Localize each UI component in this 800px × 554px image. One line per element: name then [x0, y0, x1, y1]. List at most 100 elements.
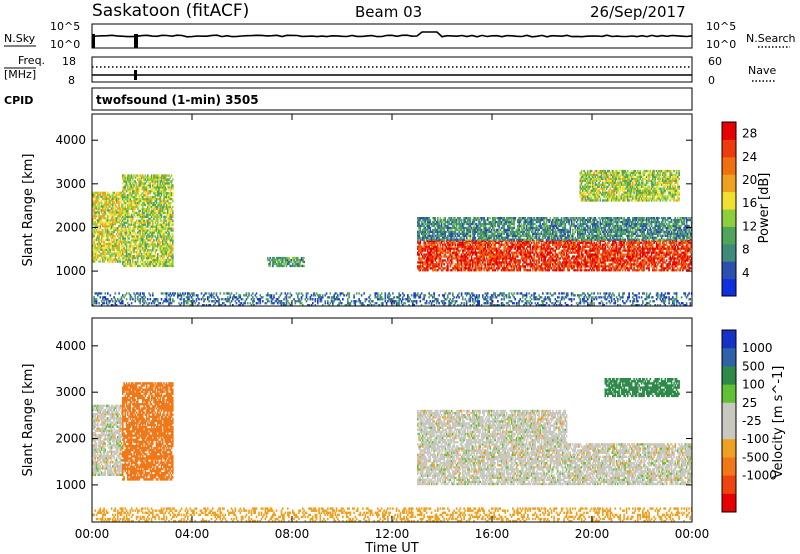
power-heatmap — [92, 170, 693, 306]
power-cell — [427, 267, 429, 269]
power-cell — [552, 253, 554, 255]
power-cell — [112, 255, 114, 257]
power-cell — [157, 235, 159, 237]
power-cell — [118, 217, 120, 219]
power-cell — [101, 255, 103, 257]
power-cell — [140, 247, 142, 249]
power-cell — [527, 250, 529, 252]
power-cell — [671, 250, 673, 252]
power-cell — [97, 257, 99, 259]
power-cell — [157, 249, 159, 251]
power-cell — [303, 261, 305, 263]
power-cell — [157, 257, 159, 259]
power-cell — [115, 235, 117, 237]
power-cell — [523, 246, 525, 248]
power-cell — [153, 257, 155, 259]
power-cell — [458, 265, 460, 267]
power-cell — [172, 214, 174, 216]
power-cell — [103, 235, 105, 237]
power-cell — [105, 211, 107, 213]
station-title: Saskatoon (fitACF) — [92, 1, 249, 21]
noise-spike-start — [92, 34, 95, 48]
power-cell — [163, 204, 165, 206]
power-cell — [147, 247, 149, 249]
power-cell — [598, 250, 600, 252]
power-cell — [132, 182, 134, 184]
power-cell — [283, 265, 285, 267]
power-cell — [517, 250, 519, 252]
power-cell — [567, 250, 569, 252]
power-cell — [662, 250, 664, 252]
power-cell — [552, 248, 554, 250]
power-cell — [122, 226, 124, 228]
power-cell — [478, 265, 480, 267]
power-cell — [441, 265, 443, 267]
power-cell — [131, 174, 133, 176]
power-cell — [465, 244, 467, 246]
power-cell — [651, 265, 653, 267]
power-cell — [125, 220, 127, 222]
power-cell — [118, 245, 120, 247]
power-cell — [441, 255, 443, 257]
power-cell — [118, 204, 120, 206]
power-cell — [150, 184, 152, 186]
power-cell — [621, 246, 623, 248]
power-cell — [426, 244, 428, 246]
power-cell — [163, 198, 165, 200]
power-cell — [273, 257, 275, 259]
power-cell — [143, 235, 145, 237]
power-cell — [445, 244, 447, 246]
power-cell — [128, 237, 130, 239]
power-cell — [520, 261, 522, 263]
power-cell — [136, 247, 138, 249]
power-cell — [161, 216, 163, 218]
power-cell — [105, 255, 107, 257]
power-cell — [122, 198, 124, 200]
power-cell — [151, 216, 153, 218]
power-cell — [506, 259, 508, 261]
power-cell — [451, 259, 453, 261]
power-cell — [668, 250, 670, 252]
power-cell — [132, 216, 134, 218]
freq-label: Freq. — [18, 54, 45, 67]
power-cell — [461, 261, 463, 263]
power-cell — [103, 233, 105, 235]
power-cell — [438, 265, 440, 267]
power-cell — [102, 221, 104, 223]
power-cell — [98, 211, 100, 213]
power-cell — [172, 194, 174, 196]
noise-sky-label: N.Sky — [4, 32, 36, 45]
power-cell — [162, 241, 164, 243]
cpid-panel: CPID twofsound (1-min) 3505 — [4, 88, 692, 110]
power-cell — [675, 246, 677, 248]
power-cell — [152, 220, 154, 222]
power-cell — [267, 257, 269, 259]
power-cell — [145, 192, 147, 194]
power-cell — [680, 250, 682, 252]
power-cell — [452, 261, 454, 263]
power-cell — [516, 265, 518, 267]
power-cell — [486, 250, 488, 252]
power-cell — [578, 252, 580, 254]
power-cell — [598, 267, 600, 269]
power-cell — [591, 265, 593, 267]
power-cell — [128, 212, 130, 214]
power-cell — [125, 192, 127, 194]
power-cell — [116, 233, 118, 235]
power-cell — [150, 192, 152, 194]
power-cell — [465, 250, 467, 252]
power-echo-region — [417, 240, 692, 272]
power-cell — [167, 257, 169, 259]
power-cell — [468, 250, 470, 252]
power-cell — [452, 244, 454, 246]
power-cell — [118, 247, 120, 249]
power-cell — [687, 252, 689, 254]
power-cell — [470, 244, 472, 246]
power-cell — [421, 252, 423, 254]
power-cell — [155, 253, 157, 255]
power-cell — [160, 182, 162, 184]
power-cell — [172, 178, 174, 180]
power-cell — [128, 214, 130, 216]
power-cell — [156, 200, 158, 202]
power-cell — [485, 265, 487, 267]
